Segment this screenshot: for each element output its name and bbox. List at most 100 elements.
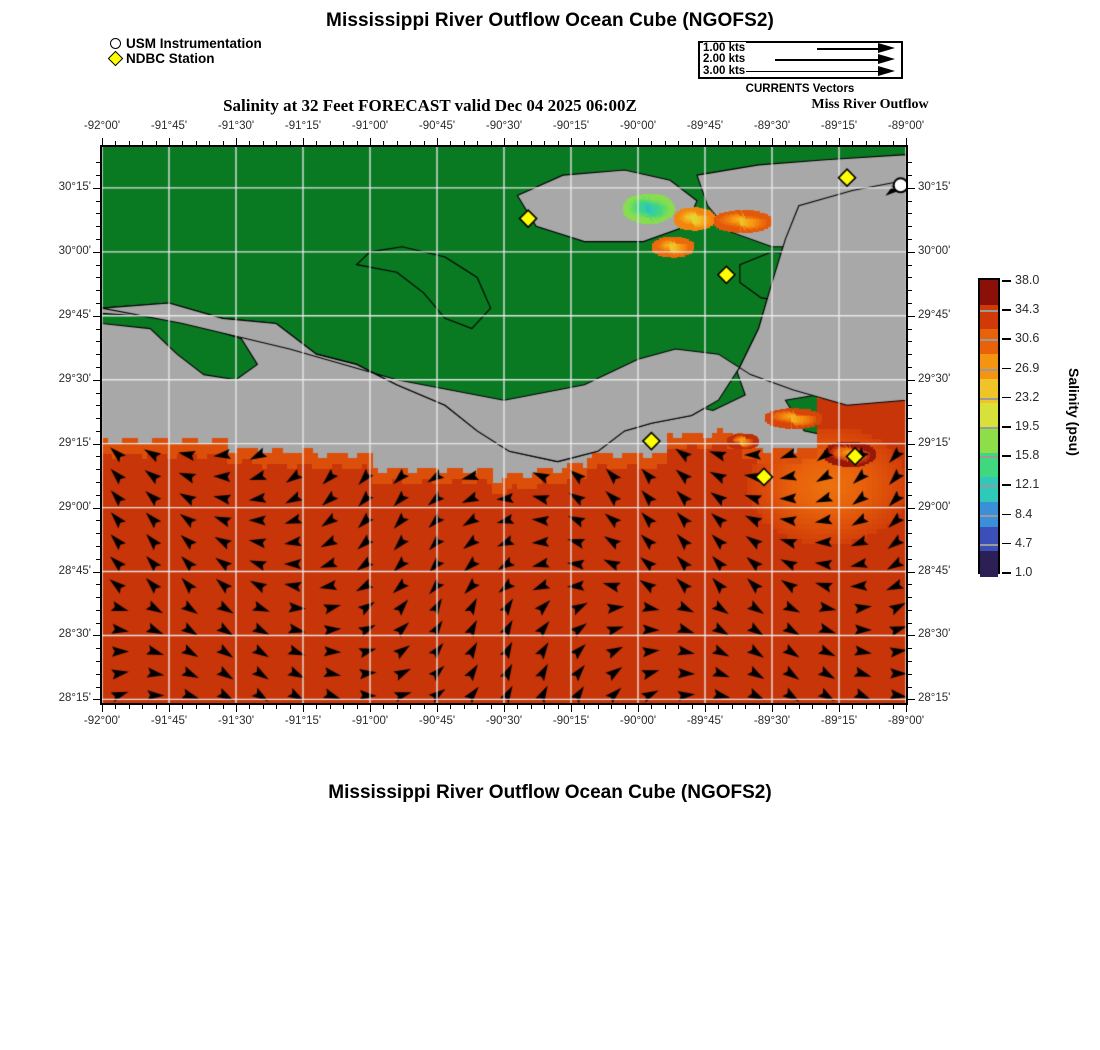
colorbar-divider [980,368,998,371]
x-tick [892,705,894,709]
x-axis-label: -89°45' [686,715,724,727]
x-tick [731,705,733,709]
x-tick [906,138,907,145]
y-tick [908,200,912,202]
y-tick [908,482,912,484]
y-tick [908,609,912,611]
x-axis-label: -92°00' [83,120,121,132]
y-tick [908,622,912,624]
y-tick [908,584,912,586]
x-tick [356,705,358,709]
map-raster [102,147,906,703]
x-tick [102,138,103,145]
currents-vector-legend: 1.00 kts 2.00 kts 3.00 kts [698,41,903,79]
y-tick [908,661,912,663]
colorbar-tick-label: 12.1 [1015,477,1040,492]
x-axis-label: -90°15' [552,120,590,132]
x-tick [450,705,452,709]
y-tick [908,469,912,471]
y-axis-label: 28°45' [918,564,951,577]
x-axis-label: -89°15' [820,120,858,132]
x-tick [303,138,304,145]
vector-label-2: 2.00 kts [703,53,747,66]
y-tick [908,328,912,330]
x-tick [785,705,787,709]
colorbar-segment [980,477,998,503]
x-tick [584,705,586,709]
y-tick [908,213,912,215]
y-axis-label: 29°30' [58,372,91,385]
vector-label-1: 1.00 kts [703,42,747,54]
colorbar-tick-label: 38.0 [1015,273,1040,287]
colorbar-divider [980,339,998,342]
colorbar-divider [980,310,998,313]
colorbar-tick-label: 30.6 [1015,331,1040,346]
legend-label-ndbc: NDBC Station [126,51,215,66]
x-tick [383,705,385,709]
colorbar-tick [1002,455,1011,457]
colorbar-tick [1002,280,1011,282]
y-tick [908,264,912,266]
x-tick [865,705,867,709]
x-tick [262,705,264,709]
x-axis-label: -90°15' [552,715,590,727]
colorbar-segment [980,354,998,380]
x-tick [825,705,827,709]
y-tick [908,673,912,675]
x-tick [624,705,626,709]
x-axis-label: -91°30' [217,120,255,132]
y-tick [908,507,915,509]
product-label: Miss River Outflow [811,97,929,112]
y-tick [908,392,912,394]
colorbar-tick-label: 8.4 [1015,506,1033,521]
colorbar-segment [980,304,998,330]
y-tick [908,290,912,292]
x-tick [236,138,237,145]
circle-marker-icon [108,38,123,49]
colorbar-tick [1002,484,1011,486]
y-tick [908,315,915,317]
map-plot-area[interactable] [100,145,908,705]
y-tick [908,443,915,445]
x-tick [463,705,465,709]
y-tick [908,162,912,164]
x-tick [812,705,814,709]
x-tick [437,705,438,712]
page-title: Mississippi River Outflow Ocean Cube (NG… [326,10,774,31]
x-tick [329,705,331,709]
x-tick [571,705,572,712]
y-tick [93,507,100,509]
y-tick [908,558,912,560]
y-tick [93,187,100,189]
y-axis-label: 28°30' [918,628,951,641]
colorbar-segment [980,428,998,454]
colorbar-segment [980,452,998,478]
x-tick [490,705,492,709]
y-tick [908,699,915,701]
y-tick [908,520,912,522]
y-tick [908,635,915,637]
y-tick [908,648,912,650]
y-tick [93,315,100,317]
x-tick [852,705,854,709]
arrow-head-icon [878,65,895,76]
y-tick [908,430,912,432]
y-tick [908,686,912,688]
x-tick [772,138,773,145]
colorbar-tick-label: 4.7 [1015,535,1033,550]
y-tick [93,251,100,253]
y-tick [908,303,912,304]
x-axis-label: -90°00' [619,120,657,132]
colorbar-tick [1002,426,1011,428]
x-tick [155,705,157,709]
y-axis-label: 29°15' [58,436,91,449]
x-tick [410,705,412,709]
colorbar-tick [1002,396,1011,399]
y-tick [93,379,100,381]
chart-subtitle: Salinity at 32 Feet FORECAST valid Dec 0… [223,96,637,115]
x-tick [289,705,291,709]
x-axis-label: -90°30' [485,715,523,727]
y-tick [908,187,915,189]
y-tick [908,597,912,599]
x-axis-label: -89°30' [753,120,791,132]
